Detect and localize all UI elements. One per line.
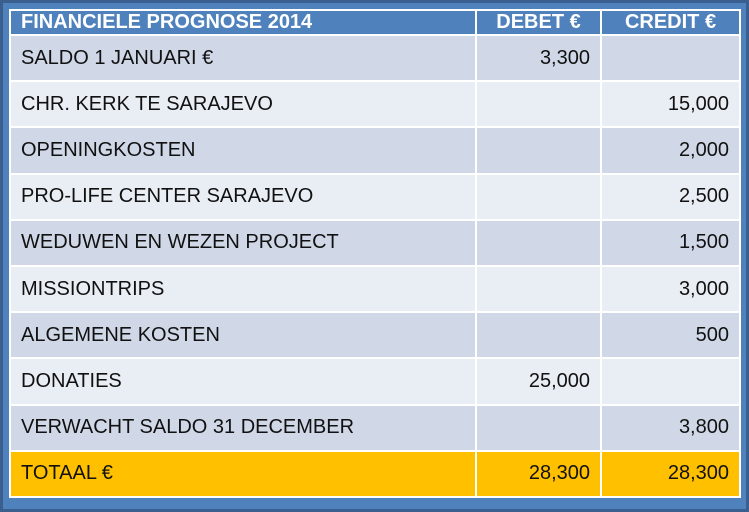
row-label: DONATIES: [9, 357, 477, 406]
row-credit: 3,000: [600, 264, 741, 314]
row-credit: 2,500: [600, 172, 741, 221]
row-credit: 1,500: [600, 218, 741, 267]
table-row: MISSIONTRIPS 3,000: [9, 264, 741, 314]
row-debet: [475, 264, 602, 314]
table-row: VERWACHT SALDO 31 DECEMBER 3,800: [9, 403, 741, 452]
row-label: WEDUWEN EN WEZEN PROJECT: [9, 218, 477, 267]
table-row: SALDO 1 JANUARI € 3,300: [9, 33, 741, 83]
row-debet: 3,300: [475, 33, 602, 83]
row-credit: 15,000: [600, 80, 741, 129]
total-row: TOTAAL € 28,300 28,300: [9, 449, 741, 499]
row-label: VERWACHT SALDO 31 DECEMBER: [9, 403, 477, 452]
row-label: SALDO 1 JANUARI €: [9, 33, 477, 83]
table-row: ALGEMENE KOSTEN 500: [9, 311, 741, 360]
total-credit: 28,300: [600, 449, 741, 499]
table-row: OPENINGKOSTEN 2,000: [9, 126, 741, 175]
row-credit: 2,000: [600, 126, 741, 175]
row-credit: 3,800: [600, 403, 741, 452]
row-debet: [475, 126, 602, 175]
row-credit: 500: [600, 311, 741, 360]
financial-forecast-table: FINANCIELE PROGNOSE 2014 DEBET € CREDIT …: [9, 9, 741, 499]
row-debet: [475, 311, 602, 360]
row-label: OPENINGKOSTEN: [9, 126, 477, 175]
row-label: PRO-LIFE CENTER SARAJEVO: [9, 172, 477, 221]
row-debet: [475, 172, 602, 221]
header-debet: DEBET €: [475, 9, 602, 36]
total-label: TOTAAL €: [9, 449, 477, 499]
row-debet: 25,000: [475, 357, 602, 406]
table-row: CHR. KERK TE SARAJEVO 15,000: [9, 80, 741, 129]
row-label: MISSIONTRIPS: [9, 264, 477, 314]
row-debet: [475, 403, 602, 452]
table-row: PRO-LIFE CENTER SARAJEVO 2,500: [9, 172, 741, 221]
row-debet: [475, 80, 602, 129]
total-debet: 28,300: [475, 449, 602, 499]
header-credit: CREDIT €: [600, 9, 741, 36]
table-row: DONATIES 25,000: [9, 357, 741, 406]
row-credit: [600, 33, 741, 83]
row-credit: [600, 357, 741, 406]
table-row: WEDUWEN EN WEZEN PROJECT 1,500: [9, 218, 741, 267]
row-label: CHR. KERK TE SARAJEVO: [9, 80, 477, 129]
header-title: FINANCIELE PROGNOSE 2014: [9, 9, 477, 36]
row-label: ALGEMENE KOSTEN: [9, 311, 477, 360]
header-row: FINANCIELE PROGNOSE 2014 DEBET € CREDIT …: [9, 9, 741, 36]
row-debet: [475, 218, 602, 267]
